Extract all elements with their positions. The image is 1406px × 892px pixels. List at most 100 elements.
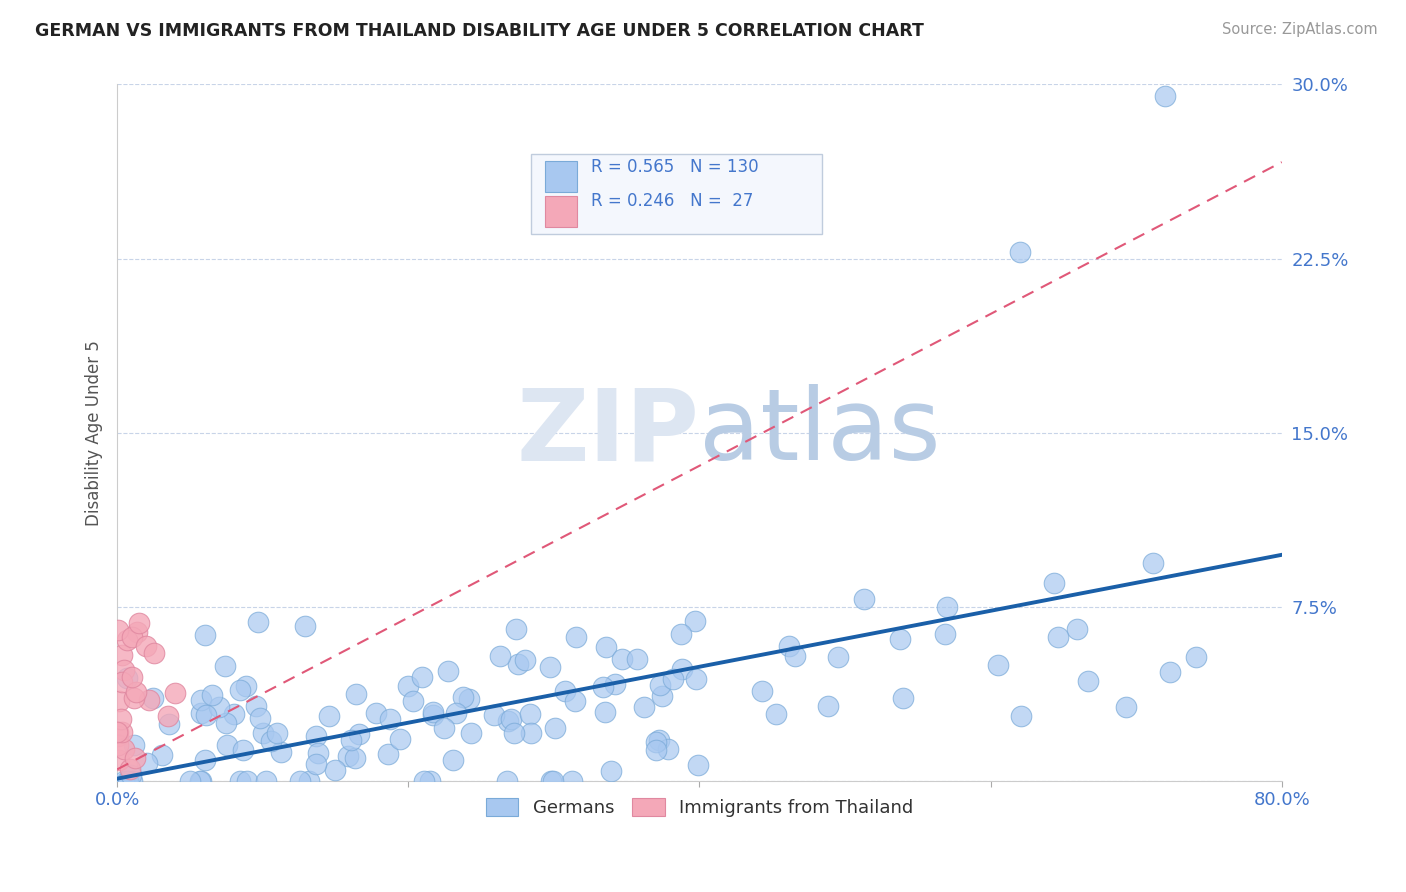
Point <box>779 639 801 653</box>
Point <box>235 679 257 693</box>
Point <box>647 732 669 747</box>
Point <box>228 683 250 698</box>
Point <box>190 706 212 720</box>
Point <box>122 738 145 752</box>
Point <box>538 660 561 674</box>
Point <box>247 615 270 629</box>
Point <box>496 714 519 728</box>
Point <box>484 707 506 722</box>
Point <box>610 652 633 666</box>
Point <box>1159 665 1181 680</box>
Point <box>1077 674 1099 689</box>
Bar <box>544 196 578 227</box>
Point <box>115 672 138 686</box>
Point <box>254 774 277 789</box>
Point <box>685 673 707 687</box>
Text: atlas: atlas <box>699 384 941 481</box>
Point <box>128 616 150 631</box>
Point <box>115 774 138 789</box>
Point <box>520 726 543 740</box>
Point <box>541 774 564 789</box>
Point <box>513 653 536 667</box>
Point <box>108 693 131 707</box>
Point <box>595 640 617 655</box>
Point <box>380 712 402 726</box>
Text: R = 0.565   N = 130: R = 0.565 N = 130 <box>591 158 759 176</box>
Point <box>215 716 238 731</box>
Point <box>626 652 648 666</box>
Point <box>599 764 621 778</box>
Point <box>118 762 141 776</box>
Point <box>751 683 773 698</box>
Point <box>419 774 441 789</box>
Point <box>422 707 444 722</box>
Point <box>433 721 456 735</box>
Point <box>489 648 512 663</box>
Point <box>294 618 316 632</box>
Point <box>853 591 876 606</box>
Point <box>564 694 586 708</box>
Point <box>112 742 135 756</box>
Point <box>785 649 807 664</box>
Point <box>260 733 283 747</box>
Point <box>107 623 129 637</box>
Point <box>270 745 292 759</box>
Point <box>194 707 217 722</box>
Point <box>451 690 474 705</box>
Point <box>827 649 849 664</box>
Point <box>889 632 911 646</box>
Point <box>651 690 673 704</box>
Bar <box>544 161 578 193</box>
Point <box>444 706 467 720</box>
Point <box>290 774 312 789</box>
Point <box>460 725 482 739</box>
Point <box>124 750 146 764</box>
Point <box>657 742 679 756</box>
Point <box>111 648 134 662</box>
Point <box>402 693 425 707</box>
Point <box>561 774 583 789</box>
Point <box>125 624 148 639</box>
Point <box>1066 622 1088 636</box>
Point <box>165 686 187 700</box>
Point <box>1010 709 1032 723</box>
Point <box>765 707 787 722</box>
Point <box>249 711 271 725</box>
Point <box>343 750 366 764</box>
Point <box>117 632 139 647</box>
Point <box>377 747 399 761</box>
Point <box>683 615 706 629</box>
Point <box>347 727 370 741</box>
Point <box>1185 650 1208 665</box>
Point <box>1142 556 1164 570</box>
Point <box>229 774 252 789</box>
Point <box>389 732 412 747</box>
Point <box>232 742 254 756</box>
Point <box>645 743 668 757</box>
Point <box>565 630 588 644</box>
Point <box>396 679 419 693</box>
Point <box>194 628 217 642</box>
Point <box>936 600 959 615</box>
Point <box>142 690 165 705</box>
Point <box>117 774 139 789</box>
Point <box>540 774 562 789</box>
Point <box>179 774 201 789</box>
Point <box>120 768 142 782</box>
Point <box>817 698 839 713</box>
Point <box>201 689 224 703</box>
Point <box>142 646 165 660</box>
Point <box>458 692 481 706</box>
Point <box>252 725 274 739</box>
Point <box>1042 575 1064 590</box>
Point <box>318 709 340 723</box>
Point <box>340 733 363 747</box>
Point <box>136 756 159 770</box>
Point <box>436 664 458 678</box>
Point <box>107 725 129 739</box>
Point <box>236 774 259 789</box>
Point <box>215 738 238 752</box>
Point <box>266 726 288 740</box>
Point <box>502 726 524 740</box>
Point <box>501 712 523 726</box>
